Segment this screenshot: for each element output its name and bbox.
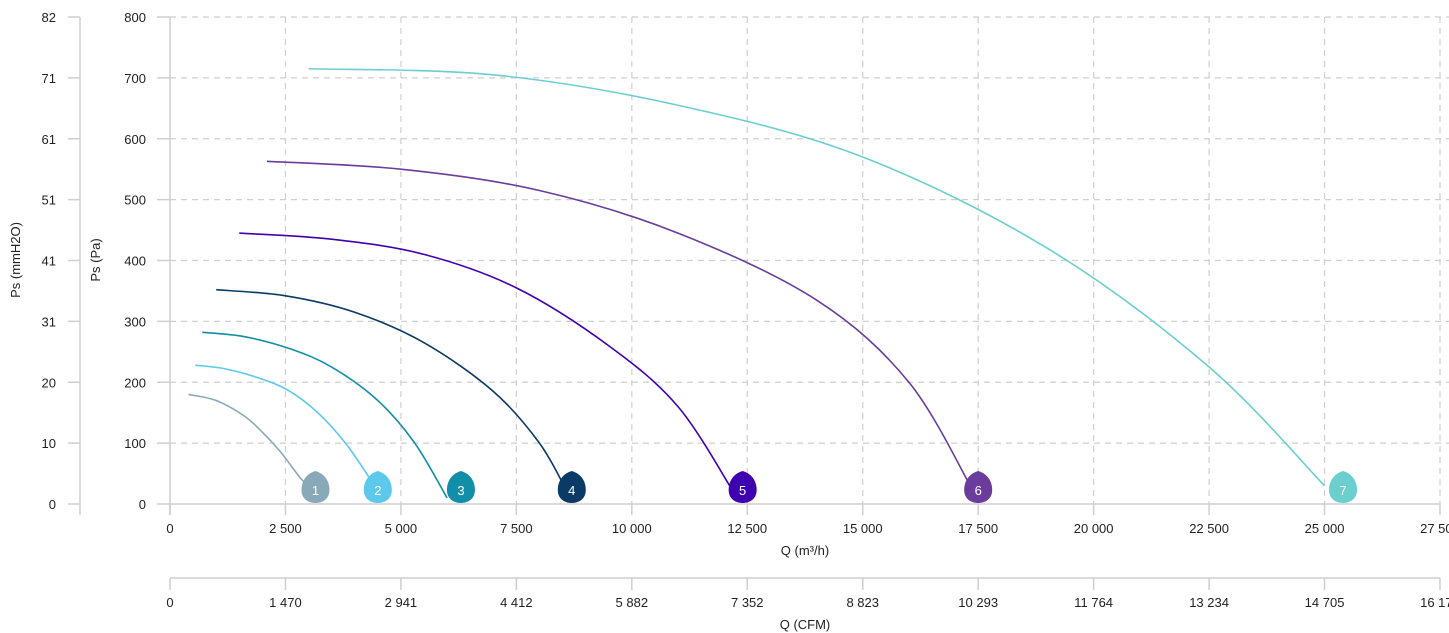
grid [170,16,1449,504]
x-tick-label: 5 000 [385,521,418,536]
y2-tick-label: 82 [42,10,56,25]
series-marker-label-7: 7 [1339,483,1346,498]
series-marker-label-4: 4 [568,483,575,498]
x-tick-label: 15 000 [843,521,883,536]
x2-tick-label: 13 234 [1189,595,1229,610]
series-marker-1 [301,471,330,503]
x2-tick-label: 8 823 [846,595,879,610]
series-marker-label-5: 5 [739,483,746,498]
series-marker-2 [363,471,392,503]
series-curve-3 [202,331,448,499]
x2-axis-title: Q (CFM) [780,617,831,632]
y-tick-label: 300 [124,314,146,329]
series-curve-2 [195,364,370,478]
y-tick-label: 200 [124,375,146,390]
series-marker-3 [446,471,475,503]
series-curves [188,67,1326,499]
y2-tick-label: 51 [42,193,56,208]
axis-labels: 0010010200203003140041500516006170071800… [8,10,1449,632]
x2-tick-label: 10 293 [958,595,998,610]
x-tick-label: 10 000 [612,521,652,536]
x-tick-label: 27 500 [1420,521,1449,536]
x2-tick-label: 16 175 [1420,595,1449,610]
y2-tick-label: 31 [42,314,56,329]
series-curve-1 [188,393,314,493]
series-marker-label-2: 2 [374,483,381,498]
axes [68,16,1441,590]
x-tick-label: 17 500 [958,521,998,536]
y2-tick-label: 10 [42,436,56,451]
series-marker-label-1: 1 [312,483,319,498]
y-tick-label: 700 [124,71,146,86]
y-tick-label: 600 [124,132,146,147]
x2-tick-label: 14 705 [1305,595,1345,610]
y2-tick-label: 41 [42,254,56,269]
y-axis-title: Ps (Pa) [88,238,103,281]
x-tick-label: 22 500 [1189,521,1229,536]
series-marker-5 [728,471,757,503]
x2-tick-label: 4 412 [500,595,533,610]
x2-tick-label: 5 882 [616,595,649,610]
x2-tick-label: 0 [166,595,173,610]
y-tick-label: 800 [124,10,146,25]
x2-tick-label: 2 941 [385,595,418,610]
y-tick-label: 0 [139,497,146,512]
y2-axis-title: Ps (mmH2O) [8,222,23,298]
y2-tick-label: 61 [42,132,56,147]
series-curve-6 [266,160,975,493]
series-curve-7 [308,67,1326,487]
x-tick-label: 12 500 [727,521,767,536]
series-curve-4 [216,288,568,493]
y-tick-label: 500 [124,193,146,208]
series-marker-label-3: 3 [457,483,464,498]
x-tick-label: 25 000 [1305,521,1345,536]
x-tick-label: 2 500 [269,521,302,536]
series-marker-7 [1329,471,1358,503]
series-marker-label-6: 6 [975,483,982,498]
y2-tick-label: 0 [49,497,56,512]
series-markers: 1 2 3 4 5 6 7 [301,471,1358,503]
series-marker-4 [557,471,586,503]
y-tick-label: 100 [124,436,146,451]
x-tick-label: 0 [166,521,173,536]
x-tick-label: 7 500 [500,521,533,536]
x2-tick-label: 11 764 [1074,595,1113,610]
series-marker-6 [964,471,993,503]
y2-tick-label: 20 [42,375,56,390]
x-tick-label: 20 000 [1074,521,1114,536]
x2-tick-label: 7 352 [731,595,764,610]
series-curve-5 [239,232,735,493]
x-axis-title: Q (m³/h) [781,543,829,558]
y-tick-label: 400 [124,254,146,269]
y2-tick-label: 71 [42,71,56,86]
x2-tick-label: 1 470 [269,595,302,610]
